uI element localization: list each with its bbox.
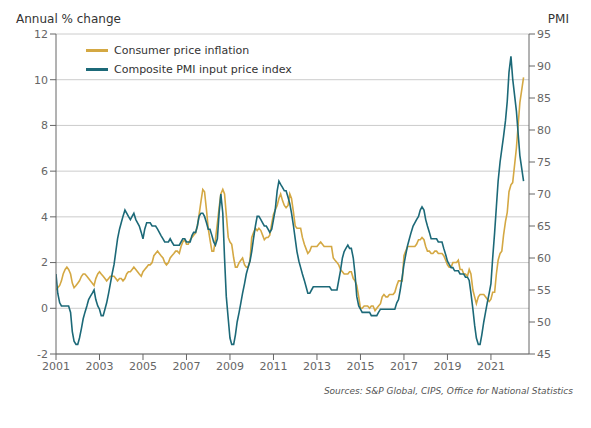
html-text:Consumer price inflation: Consumer price inflation (114, 44, 250, 57)
svg-text:2021: 2021 (477, 360, 505, 373)
svg-text:50: 50 (537, 316, 551, 329)
svg-text:2017: 2017 (390, 360, 418, 373)
svg-text:2013: 2013 (303, 360, 331, 373)
svg-text:60: 60 (537, 252, 551, 265)
html-text:PMI: PMI (547, 12, 569, 26)
svg-text:95: 95 (537, 28, 551, 41)
html-text:Composite PMI input price inde: Composite PMI input price index (114, 63, 292, 76)
svg-text:80: 80 (537, 124, 551, 137)
svg-text:45: 45 (537, 348, 551, 361)
svg-text:2015: 2015 (346, 360, 374, 373)
svg-text:10: 10 (34, 74, 48, 87)
svg-text:85: 85 (537, 92, 551, 105)
html-text:Sources: S&P Global, CIPS, Off: Sources: S&P Global, CIPS, Office for Na… (323, 386, 573, 396)
svg-text:2011: 2011 (259, 360, 287, 373)
svg-text:4: 4 (41, 211, 48, 224)
svg-text:2019: 2019 (433, 360, 461, 373)
svg-text:65: 65 (537, 220, 551, 233)
svg-text:0: 0 (41, 302, 48, 315)
svg-text:2009: 2009 (216, 360, 244, 373)
svg-text:2: 2 (41, 256, 48, 269)
svg-text:2007: 2007 (172, 360, 200, 373)
svg-text:70: 70 (537, 188, 551, 201)
svg-text:2001: 2001 (42, 360, 70, 373)
html-text:Annual % change: Annual % change (16, 12, 121, 26)
svg-text:-2: -2 (37, 348, 48, 361)
svg-text:2003: 2003 (85, 360, 113, 373)
svg-text:75: 75 (537, 156, 551, 169)
svg-text:90: 90 (537, 60, 551, 73)
svg-text:8: 8 (41, 119, 48, 132)
svg-text:55: 55 (537, 284, 551, 297)
svg-text:6: 6 (41, 165, 48, 178)
svg-text:12: 12 (34, 28, 48, 41)
svg-text:2005: 2005 (129, 360, 157, 373)
